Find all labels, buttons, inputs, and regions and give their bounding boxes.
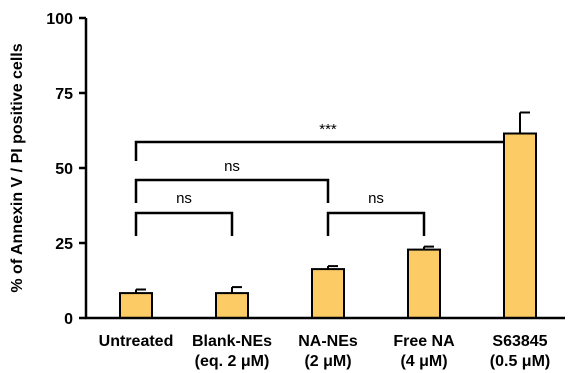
significance-bracket xyxy=(326,211,426,236)
bar xyxy=(215,292,249,320)
x-category-label: S63845 xyxy=(492,333,547,350)
significance-label: ns xyxy=(176,190,192,207)
significance-label: ns xyxy=(368,190,384,207)
x-category-label: (0.5 μM) xyxy=(490,353,550,370)
x-category-label: (eq. 2 μM) xyxy=(195,353,270,370)
significance-bracket xyxy=(134,140,522,161)
y-tick-label: 75 xyxy=(55,86,73,103)
x-category-label: (2 μM) xyxy=(304,353,351,370)
y-tick-label: 25 xyxy=(55,236,73,253)
x-category-label: (4 μM) xyxy=(400,353,447,370)
y-axis-title-group: % of Annexin V / PI positive cells xyxy=(9,43,26,292)
bar xyxy=(407,248,441,320)
y-tick-label: 100 xyxy=(46,11,73,28)
x-category-label: NA-NEs xyxy=(298,333,358,350)
significance-label: ns xyxy=(224,158,240,175)
significance-label: *** xyxy=(319,121,337,138)
y-tick-label: 0 xyxy=(64,311,73,328)
significance-annotations: *** ns ns ns xyxy=(134,121,522,236)
bar xyxy=(119,292,153,320)
x-category-label: Free NA xyxy=(393,333,455,350)
bar xyxy=(311,268,345,320)
significance-bracket xyxy=(134,178,330,203)
x-axis-labels: Untreated Blank-NEs (eq. 2 μM) NA-NEs (2 μM)… xyxy=(99,333,551,370)
significance-bracket xyxy=(134,211,234,236)
x-category-label: Untreated xyxy=(99,333,174,350)
y-tick-label: 50 xyxy=(55,161,73,178)
y-axis-title: % of Annexin V / PI positive cells xyxy=(9,43,26,292)
x-category-label: Blank-NEs xyxy=(192,333,272,350)
y-axis: 0 25 50 75 100 xyxy=(46,11,88,328)
bar xyxy=(503,132,537,319)
bars xyxy=(85,111,565,320)
